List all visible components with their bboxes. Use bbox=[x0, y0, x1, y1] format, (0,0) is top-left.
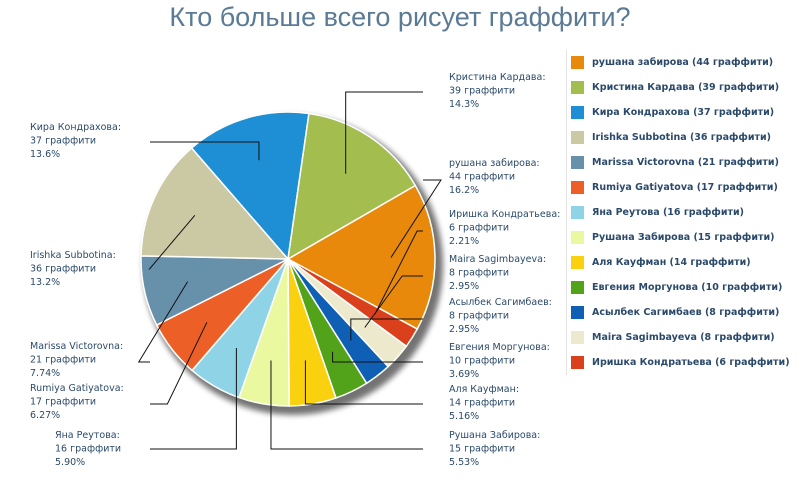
legend-swatch bbox=[571, 306, 584, 319]
legend-item: Евгения Моргунова (10 граффити) bbox=[571, 275, 797, 300]
legend-label: Maira Sagimbayeva (8 граффити) bbox=[592, 332, 775, 343]
leader-line-marissa-victorovna bbox=[137, 281, 189, 363]
legend-label: Яна Реутова (16 граффити) bbox=[592, 207, 745, 218]
legend-item: Иришка Кондратьева (6 граффити) bbox=[571, 350, 797, 375]
slice-label-кира-кондрахова: Кира Кондрахова: 37 граффити 13.6% bbox=[30, 122, 121, 160]
legend-swatch bbox=[571, 256, 584, 269]
legend-label: Кира Кондрахова (37 граффити) bbox=[592, 107, 775, 118]
legend-item: Рушана Забирова (15 граффити) bbox=[571, 225, 797, 250]
slice-label-marissa-victorovna: Marissa Victorovna: 21 граффити 7.74% bbox=[30, 341, 123, 379]
slice-label-irishka-subbotina: Irishka Subbotina: 36 граффити 13.2% bbox=[30, 250, 116, 288]
leader-line-асылбек-сагимбаев bbox=[350, 318, 423, 341]
legend-item: Кристина Кардава (39 граффити) bbox=[571, 75, 797, 100]
slice-label-rumiya-gatiyatova: Rumiya Gatiyatova: 17 граффити 6.27% bbox=[30, 383, 124, 421]
legend-swatch bbox=[571, 156, 584, 169]
pie-slice-кристина-кардава bbox=[287, 112, 417, 261]
legend-item: Irishka Subbotina (36 граффити) bbox=[571, 125, 797, 150]
slice-label-иришка-кондратьева: Иришка Кондратьева: 6 граффити 2.21% bbox=[449, 209, 560, 247]
leader-line-кира-кондрахова bbox=[150, 141, 260, 161]
leader-line-иришка-кондратьева bbox=[374, 230, 423, 315]
leader-line-irishka-subbotina bbox=[148, 214, 196, 270]
legend-item: Кира Кондрахова (37 граффити) bbox=[571, 100, 797, 125]
legend-label: Асылбек Сагимбаев (8 граффити) bbox=[592, 307, 780, 318]
label-leader-lines bbox=[137, 91, 442, 450]
legend-label: Кристина Кардава (39 граффити) bbox=[592, 82, 780, 93]
slice-label-евгения-моргунова: Евгения Моргунова: 10 граффити 3.69% bbox=[449, 342, 550, 380]
slice-label-maira-sagimbayeva: Maira Sagimbayeva: 8 граффити 2.95% bbox=[449, 254, 546, 292]
leader-line-maira-sagimbayeva bbox=[364, 275, 423, 328]
legend-swatch bbox=[571, 281, 584, 294]
legend-swatch bbox=[571, 231, 584, 244]
pie-slices bbox=[140, 111, 436, 407]
legend-label: Евгения Моргунова (10 граффити) bbox=[592, 282, 783, 293]
legend-swatch bbox=[571, 106, 584, 119]
legend-swatch bbox=[571, 131, 584, 144]
pie-slice-irishka-subbotina bbox=[140, 146, 290, 260]
legend-item: рушана забирова (44 граффити) bbox=[571, 50, 797, 75]
pie-slice-кира-кондрахова bbox=[190, 111, 310, 261]
legend-swatch bbox=[571, 356, 584, 369]
leader-line-яна-реутова bbox=[150, 348, 237, 450]
legend-swatch bbox=[571, 331, 584, 344]
leader-line-кристина-кардава bbox=[345, 91, 423, 174]
legend-label: рушана забирова (44 граффити) bbox=[592, 57, 774, 68]
legend-item: Maira Sagimbayeva (8 граффити) bbox=[571, 325, 797, 350]
legend-label: Аля Кауфман (14 граффити) bbox=[592, 257, 751, 268]
legend-item: Яна Реутова (16 граффити) bbox=[571, 200, 797, 225]
slice-labels: рушана забирова: 44 граффити 16.2% Иришка К… bbox=[30, 72, 560, 468]
slice-label-яна-реутова: Яна Реутова: 16 граффити 5.90% bbox=[55, 430, 121, 468]
leader-line-рушана-забирова bbox=[270, 360, 423, 450]
legend-swatch bbox=[571, 181, 584, 194]
legend-item: Marissa Victorovna (21 граффити) bbox=[571, 150, 797, 175]
legend-swatch bbox=[571, 206, 584, 219]
leader-line-аля-кауфман bbox=[304, 360, 423, 405]
legend-item: Rumiya Gatiyatova (17 граффити) bbox=[571, 175, 797, 200]
leader-line-rumiya-gatiyatova bbox=[150, 322, 208, 405]
slice-label-асылбек-сагимбаев: Асылбек Сагимбаев: 8 граффити 2.95% bbox=[449, 297, 552, 335]
legend: рушана забирова (44 граффити) Кристина Ка… bbox=[566, 50, 797, 375]
slice-label-кристина-кардава: Кристина Кардава: 39 граффити 14.3% bbox=[449, 72, 546, 110]
slice-label-рушана-забирова: рушана забирова: 44 граффити 16.2% bbox=[449, 158, 540, 196]
legend-label: Рушана Забирова (15 граффити) bbox=[592, 232, 775, 243]
leader-line-евгения-моргунова bbox=[332, 351, 423, 363]
legend-swatch bbox=[571, 56, 584, 69]
legend-label: Marissa Victorovna (21 граффити) bbox=[592, 157, 779, 168]
legend-label: Irishka Subbotina (36 граффити) bbox=[592, 132, 771, 143]
chart-title: Кто больше всего рисует граффити? bbox=[169, 2, 631, 32]
legend-swatch bbox=[571, 81, 584, 94]
legend-label: Rumiya Gatiyatova (17 граффити) bbox=[592, 182, 778, 193]
legend-item: Аля Кауфман (14 граффити) bbox=[571, 250, 797, 275]
legend-label: Иришка Кондратьева (6 граффити) bbox=[592, 357, 790, 368]
slice-label-аля-кауфман: Аля Кауфман: 14 граффити 5.16% bbox=[449, 384, 519, 422]
legend-item: Асылбек Сагимбаев (8 граффити) bbox=[571, 300, 797, 325]
slice-label-рушана-забирова: Рушана Забирова: 15 граффити 5.53% bbox=[449, 430, 540, 468]
leader-line-рушана-забирова bbox=[390, 179, 442, 258]
